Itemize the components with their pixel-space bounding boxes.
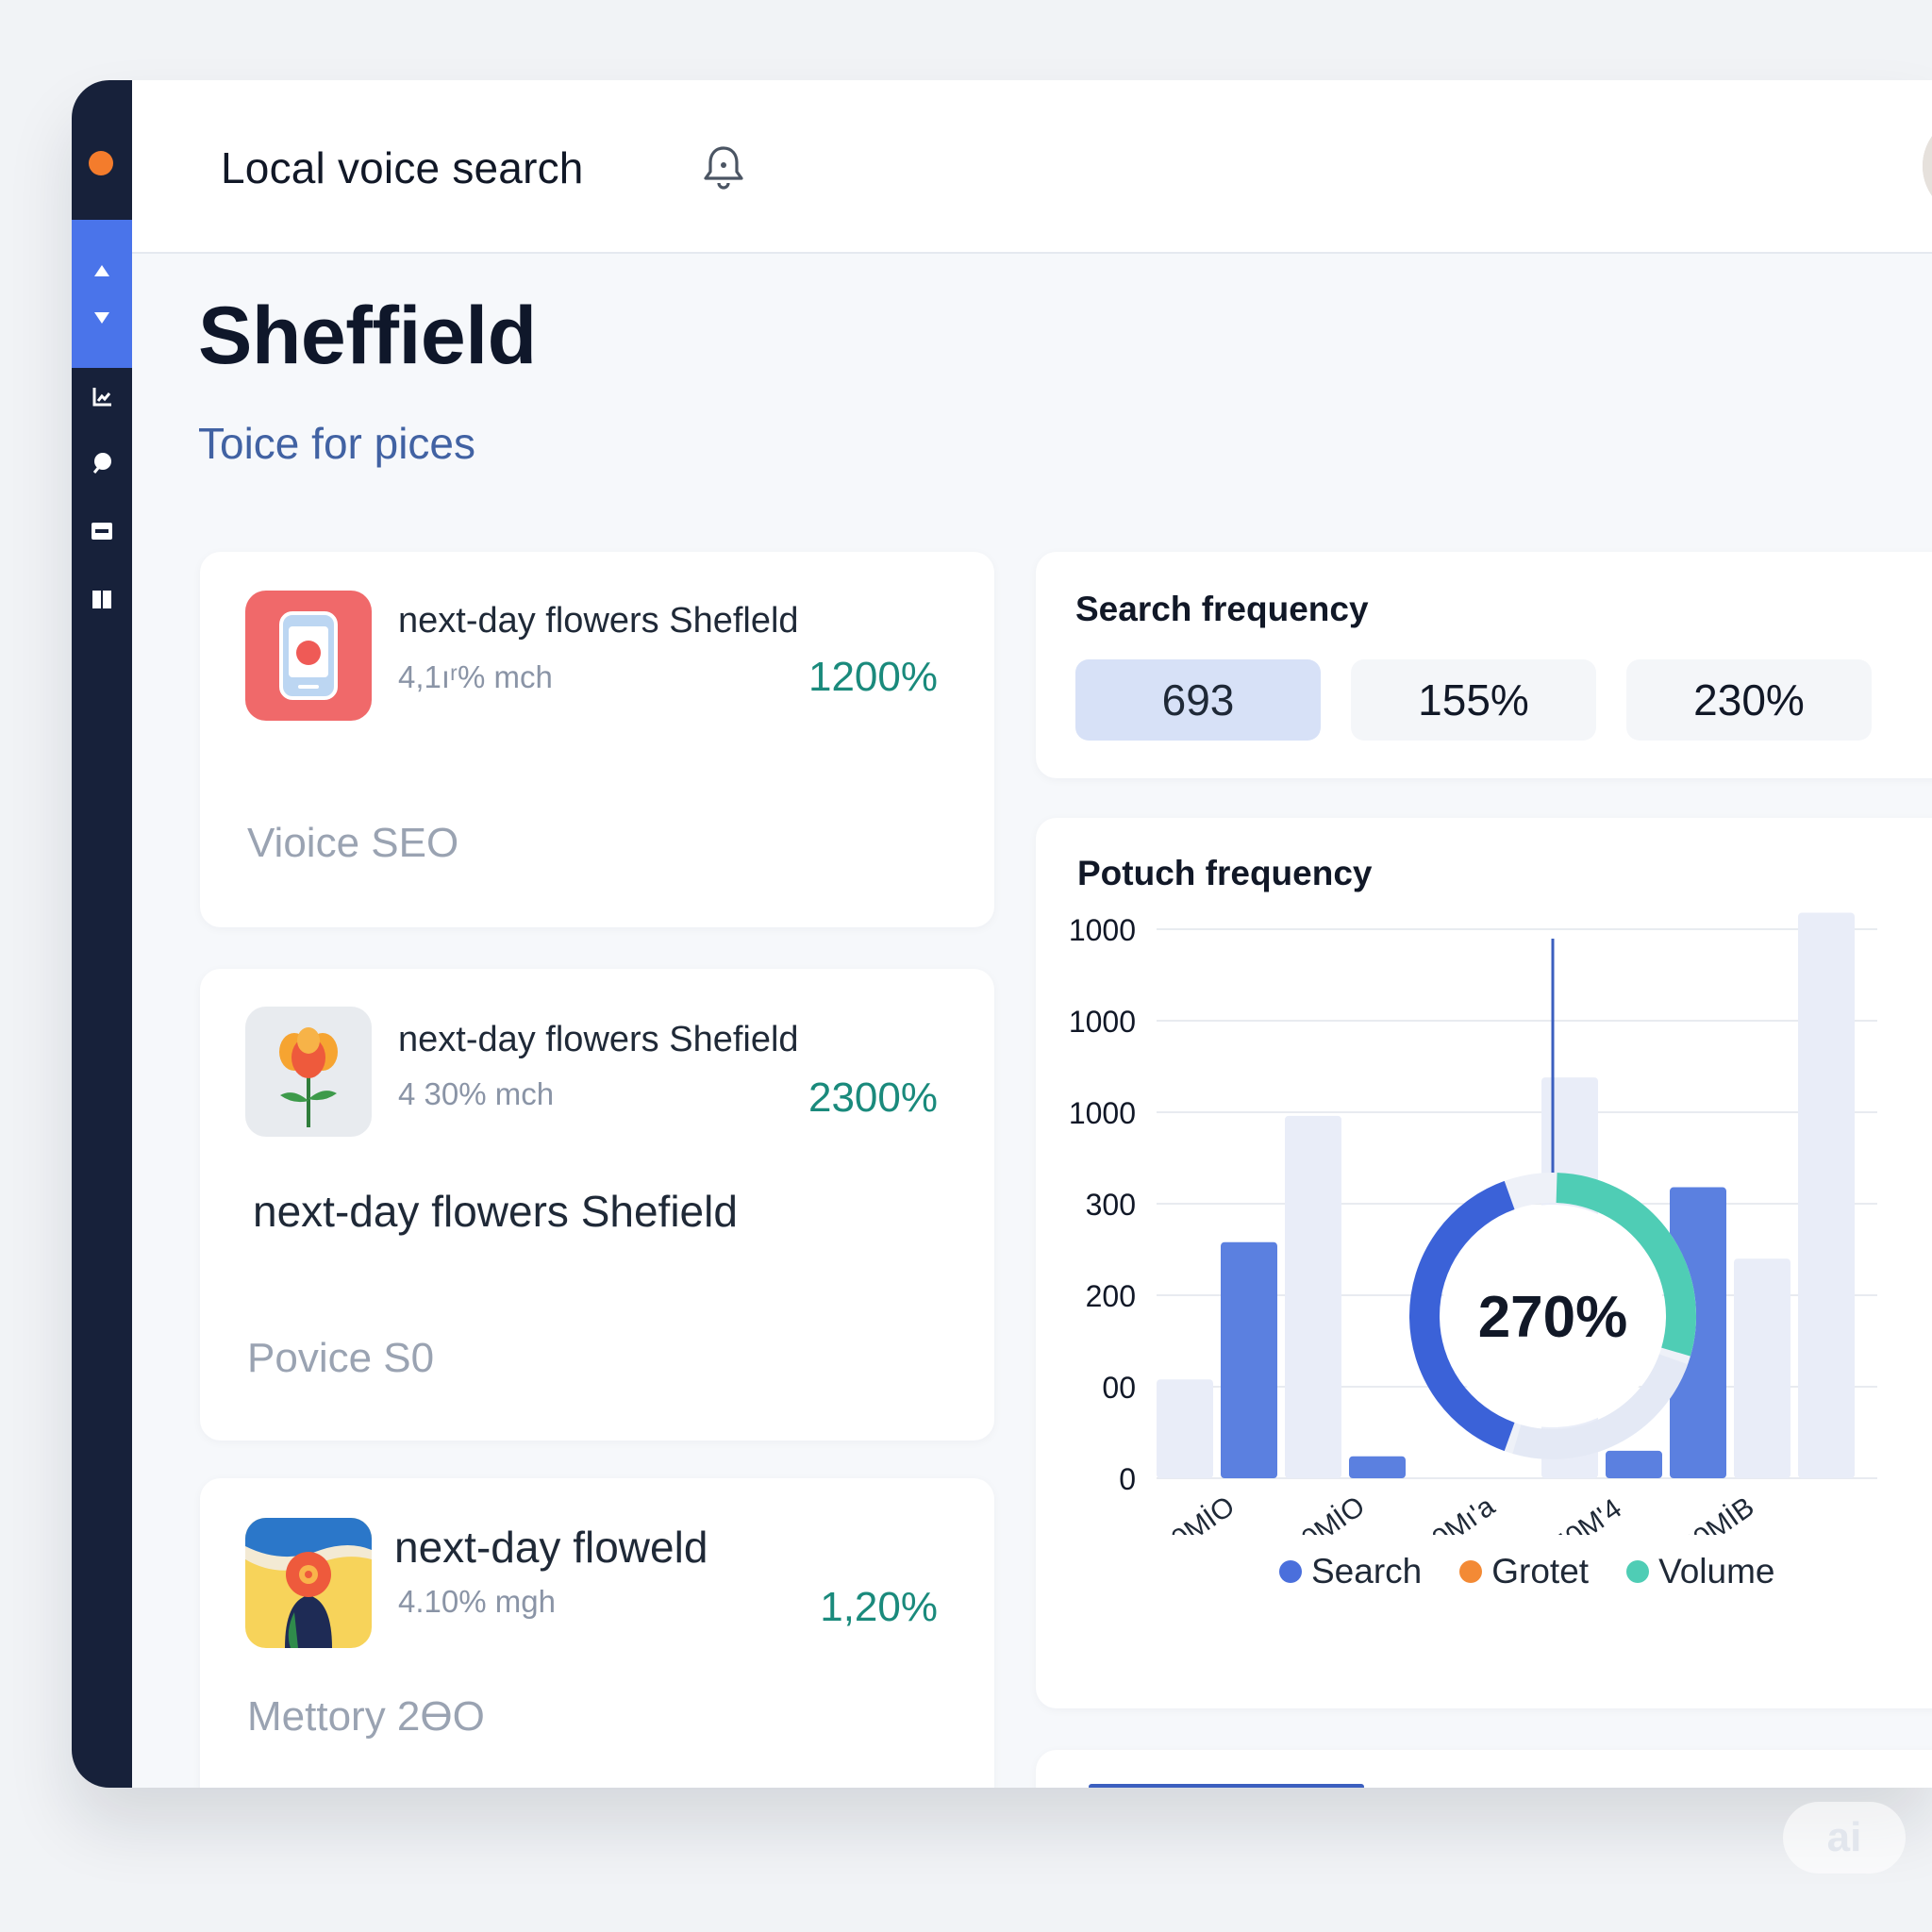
sidebar — [72, 80, 132, 1788]
legend-dot-search — [1279, 1560, 1302, 1583]
search-frequency-title: Search frequency — [1075, 590, 1369, 628]
orange-status-dot — [89, 151, 113, 175]
x-tick-label: 50MİB — [1675, 1491, 1760, 1535]
bar-background — [1798, 912, 1855, 1478]
y-tick-label: 1000 — [1069, 1096, 1136, 1130]
avatar-portrait-icon — [1923, 114, 1932, 218]
bottom-card — [1036, 1750, 1932, 1788]
bar — [1221, 1241, 1277, 1478]
x-tick-label: 50MİO — [1283, 1491, 1371, 1535]
donut-center — [1441, 1205, 1664, 1427]
page-title: Sheffield — [198, 291, 537, 381]
chart-legend: Search Grotet Volume — [1279, 1552, 1774, 1591]
bottom-card-bar — [1089, 1784, 1364, 1788]
bar-background — [1285, 1115, 1341, 1478]
chart-title: Potuch frequency — [1077, 854, 1373, 892]
flower-illustration-icon — [245, 1518, 372, 1648]
keyword-meta: 4.10% mgh — [398, 1584, 556, 1619]
keyword-footer: Mettory 2ӨO — [247, 1693, 485, 1740]
y-tick-label: 0 — [1119, 1462, 1136, 1496]
keyword-name: next-day flowers Shefield — [398, 1020, 799, 1059]
legend-label: Search — [1311, 1552, 1423, 1591]
donut-label: 270% — [1478, 1285, 1628, 1350]
keyword-extra-title: next-day flowers Shefield — [253, 1187, 738, 1236]
bar-background — [1734, 1258, 1790, 1478]
arrow-up-icon[interactable] — [94, 265, 109, 276]
frequency-pill[interactable]: 155% — [1351, 659, 1596, 741]
donut-segment — [1556, 1173, 1696, 1357]
keyword-meta: 4,1ıʳ% mch — [398, 659, 553, 694]
bell-icon[interactable] — [700, 142, 747, 192]
legend-dot-grotet — [1459, 1560, 1483, 1583]
app-title: Local voice search — [221, 143, 584, 192]
keyword-percent: 2300% — [808, 1074, 938, 1121]
keyword-name: next-day flowers Shefleld — [398, 601, 799, 641]
bar — [1606, 1450, 1662, 1478]
y-tick-label: 1000 — [1069, 1005, 1136, 1039]
bar-background — [1157, 1379, 1213, 1478]
watermark-badge: ai — [1783, 1802, 1906, 1874]
keyword-card[interactable]: next-day floweld 4.10% mgh 1,20% Mettory… — [200, 1478, 994, 1788]
donut-segment — [1409, 1180, 1515, 1452]
inbox-icon[interactable] — [89, 518, 115, 544]
chart-icon[interactable] — [89, 384, 115, 410]
frequency-chart-card: Potuch frequency 1000 1000 1000 300 200 00 0 27… — [1036, 818, 1932, 1708]
sidebar-stepper[interactable] — [72, 220, 132, 368]
legend-item-volume[interactable]: Volume — [1626, 1552, 1774, 1591]
x-tick-label: 50M'4 — [1547, 1493, 1627, 1535]
x-tick-label: 50Mı'a — [1414, 1491, 1501, 1535]
keyword-footer: Povice S0 — [247, 1335, 435, 1381]
y-tick-label: 300 — [1086, 1188, 1136, 1222]
globe-icon[interactable] — [89, 450, 115, 476]
keyword-footer: Vioice SEO — [247, 820, 459, 866]
phone-app-icon — [245, 591, 372, 721]
keyword-name: next-day floweld — [394, 1523, 708, 1572]
book-icon[interactable] — [89, 586, 115, 612]
keyword-card[interactable]: next-day flowers Shefleld 4,1ıʳ% mch 120… — [200, 552, 994, 927]
keyword-meta: 4 30% mch — [398, 1076, 555, 1111]
x-tick-label: 50MİO — [1153, 1491, 1241, 1535]
legend-label: Volume — [1658, 1552, 1775, 1591]
user-avatar[interactable] — [1923, 114, 1932, 218]
app-window: Local voice search Sheffield Toice for p… — [72, 80, 1932, 1788]
y-tick-label: 00 — [1102, 1371, 1136, 1405]
top-bar: Local voice search — [132, 80, 1932, 254]
keyword-percent: 1200% — [808, 654, 938, 700]
search-frequency-card: Search frequency 693 155% 230% — [1036, 552, 1932, 778]
donut-segment — [1512, 1354, 1689, 1459]
bar — [1349, 1456, 1406, 1478]
keyword-card[interactable]: next-day flowers Shefield 4 30% mch 2300… — [200, 969, 994, 1441]
legend-label: Grotet — [1491, 1552, 1590, 1591]
y-tick-label: 1000 — [1069, 913, 1136, 947]
legend-item-search[interactable]: Search — [1279, 1552, 1422, 1591]
page-subtitle: Toice for pices — [198, 419, 476, 468]
keyword-percent: 1,20% — [820, 1584, 938, 1630]
arrow-down-icon[interactable] — [94, 312, 109, 324]
flower-icon — [245, 1007, 372, 1137]
legend-dot-volume — [1626, 1560, 1650, 1583]
legend-item-grotet[interactable]: Grotet — [1459, 1552, 1589, 1591]
frequency-pill[interactable]: 693 — [1075, 659, 1321, 741]
y-tick-label: 200 — [1086, 1279, 1136, 1313]
frequency-pill[interactable]: 230% — [1626, 659, 1872, 741]
